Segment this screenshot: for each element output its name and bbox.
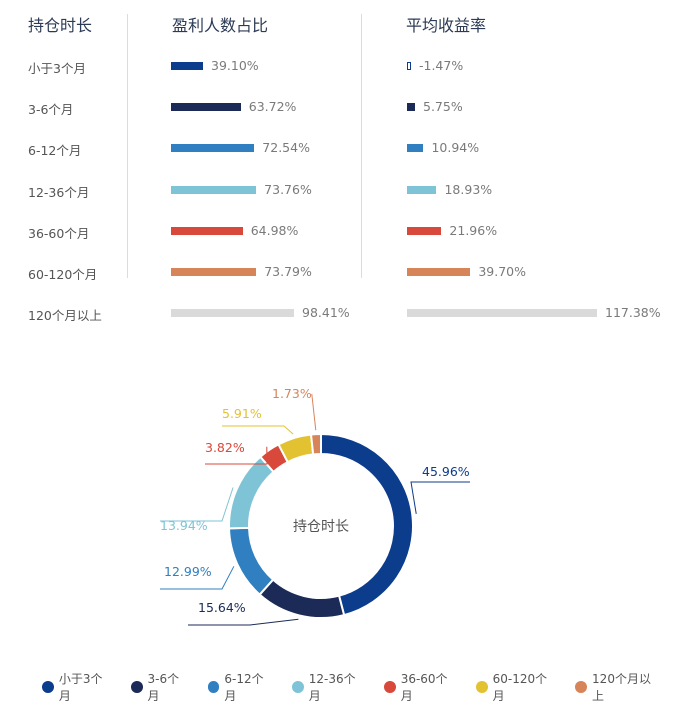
return-value: 18.93% — [444, 181, 493, 197]
legend-swatch — [42, 681, 54, 693]
legend-item: 12-36个月 — [291, 670, 367, 704]
legend-item: 120个月以上 — [575, 670, 662, 704]
return-value: 39.70% — [478, 264, 527, 279]
row-label: 3-6个月 — [28, 102, 74, 118]
legend-label: 36-60个月 — [400, 672, 448, 703]
legend-swatch — [575, 681, 588, 693]
slice-value-label: 45.96% — [422, 464, 470, 479]
slice-value-label: 12.99% — [164, 564, 212, 579]
legend-item: 60-120个月 — [475, 670, 558, 704]
row-label: 12-36个月 — [28, 184, 90, 200]
return-value: 5.75% — [423, 99, 463, 115]
profit-value: 64.98% — [250, 222, 299, 238]
divider-left — [127, 14, 128, 278]
legend-swatch — [207, 681, 220, 693]
profit-value: 98.41% — [302, 305, 350, 321]
profit-bar — [171, 103, 241, 112]
return-value: 10.94% — [431, 140, 480, 156]
return-bar — [407, 268, 471, 276]
chart-legend: 小于3个月 3-6个月 6-12个月 12-36个月 36-60个月 60-120个月 12… — [42, 670, 679, 704]
header-holding-period: 持仓时长 — [28, 16, 93, 35]
slice-value-label: 5.91% — [222, 406, 262, 421]
row-label: 120个月以上 — [28, 308, 102, 324]
donut-slice — [309, 432, 322, 456]
return-value: 21.96% — [449, 222, 498, 238]
row-label: 60-120个月 — [28, 267, 98, 282]
profit-bar — [171, 226, 243, 235]
return-bar — [407, 62, 411, 70]
leader-line — [311, 393, 317, 431]
return-bar — [407, 144, 424, 153]
return-value: 117.38% — [605, 305, 661, 321]
profit-bar — [171, 185, 257, 194]
row-label: 小于3个月 — [28, 61, 86, 76]
profit-value: 73.76% — [264, 181, 312, 197]
holding-period-donut-chart: 45.96% 15.64% 12.99% 13.94% 3.82% 5.91% 1.73% 持… — [160, 386, 470, 626]
divider-right — [361, 14, 362, 278]
legend-label: 6-12个月 — [224, 672, 264, 703]
legend-item: 3-6个月 — [130, 670, 191, 704]
slice-value-label: 3.82% — [205, 440, 245, 455]
leader-line — [188, 618, 299, 626]
legend-label: 120个月以上 — [592, 672, 651, 703]
row-label: 36-60个月 — [28, 225, 90, 241]
return-bar — [407, 309, 597, 318]
profit-bar — [171, 62, 203, 70]
leader-line — [205, 446, 268, 465]
slice-value-label: 13.94% — [160, 518, 208, 533]
legend-label: 小于3个月 — [58, 672, 103, 703]
legend-swatch — [475, 681, 488, 693]
legend-item: 小于3个月 — [42, 670, 114, 704]
slice-value-label: 15.64% — [198, 600, 246, 615]
leader-line — [160, 487, 234, 522]
header-avg-return: 平均收益率 — [406, 16, 487, 35]
legend-label: 12-36个月 — [308, 672, 356, 703]
profit-value: 63.72% — [248, 99, 297, 115]
donut-slice — [258, 578, 346, 619]
return-bar — [407, 226, 442, 235]
legend-swatch — [383, 681, 396, 693]
header-profit-ratio: 盈利人数占比 — [172, 16, 269, 35]
donut-center-label: 持仓时长 — [293, 519, 349, 535]
legend-label: 60-120个月 — [492, 672, 548, 703]
legend-swatch — [291, 681, 304, 693]
legend-item: 36-60个月 — [383, 670, 459, 704]
donut-slice — [228, 455, 275, 530]
return-value: -1.47% — [419, 58, 464, 73]
profit-value: 73.79% — [264, 264, 312, 279]
leader-line — [410, 481, 470, 514]
profit-bar — [171, 268, 257, 276]
row-label: 6-12个月 — [28, 143, 82, 159]
leader-line — [160, 566, 235, 590]
profit-value: 72.54% — [262, 140, 310, 156]
leader-line — [222, 425, 294, 435]
legend-swatch — [130, 681, 143, 693]
return-bar — [407, 103, 415, 112]
profit-bar — [171, 144, 255, 153]
return-bar — [407, 185, 437, 194]
slice-value-label: 1.73% — [272, 386, 312, 401]
donut-slice — [228, 526, 275, 597]
profit-value: 39.10% — [211, 58, 259, 73]
profit-bar — [171, 309, 294, 318]
legend-item: 6-12个月 — [207, 670, 275, 704]
legend-label: 3-6个月 — [147, 672, 180, 703]
